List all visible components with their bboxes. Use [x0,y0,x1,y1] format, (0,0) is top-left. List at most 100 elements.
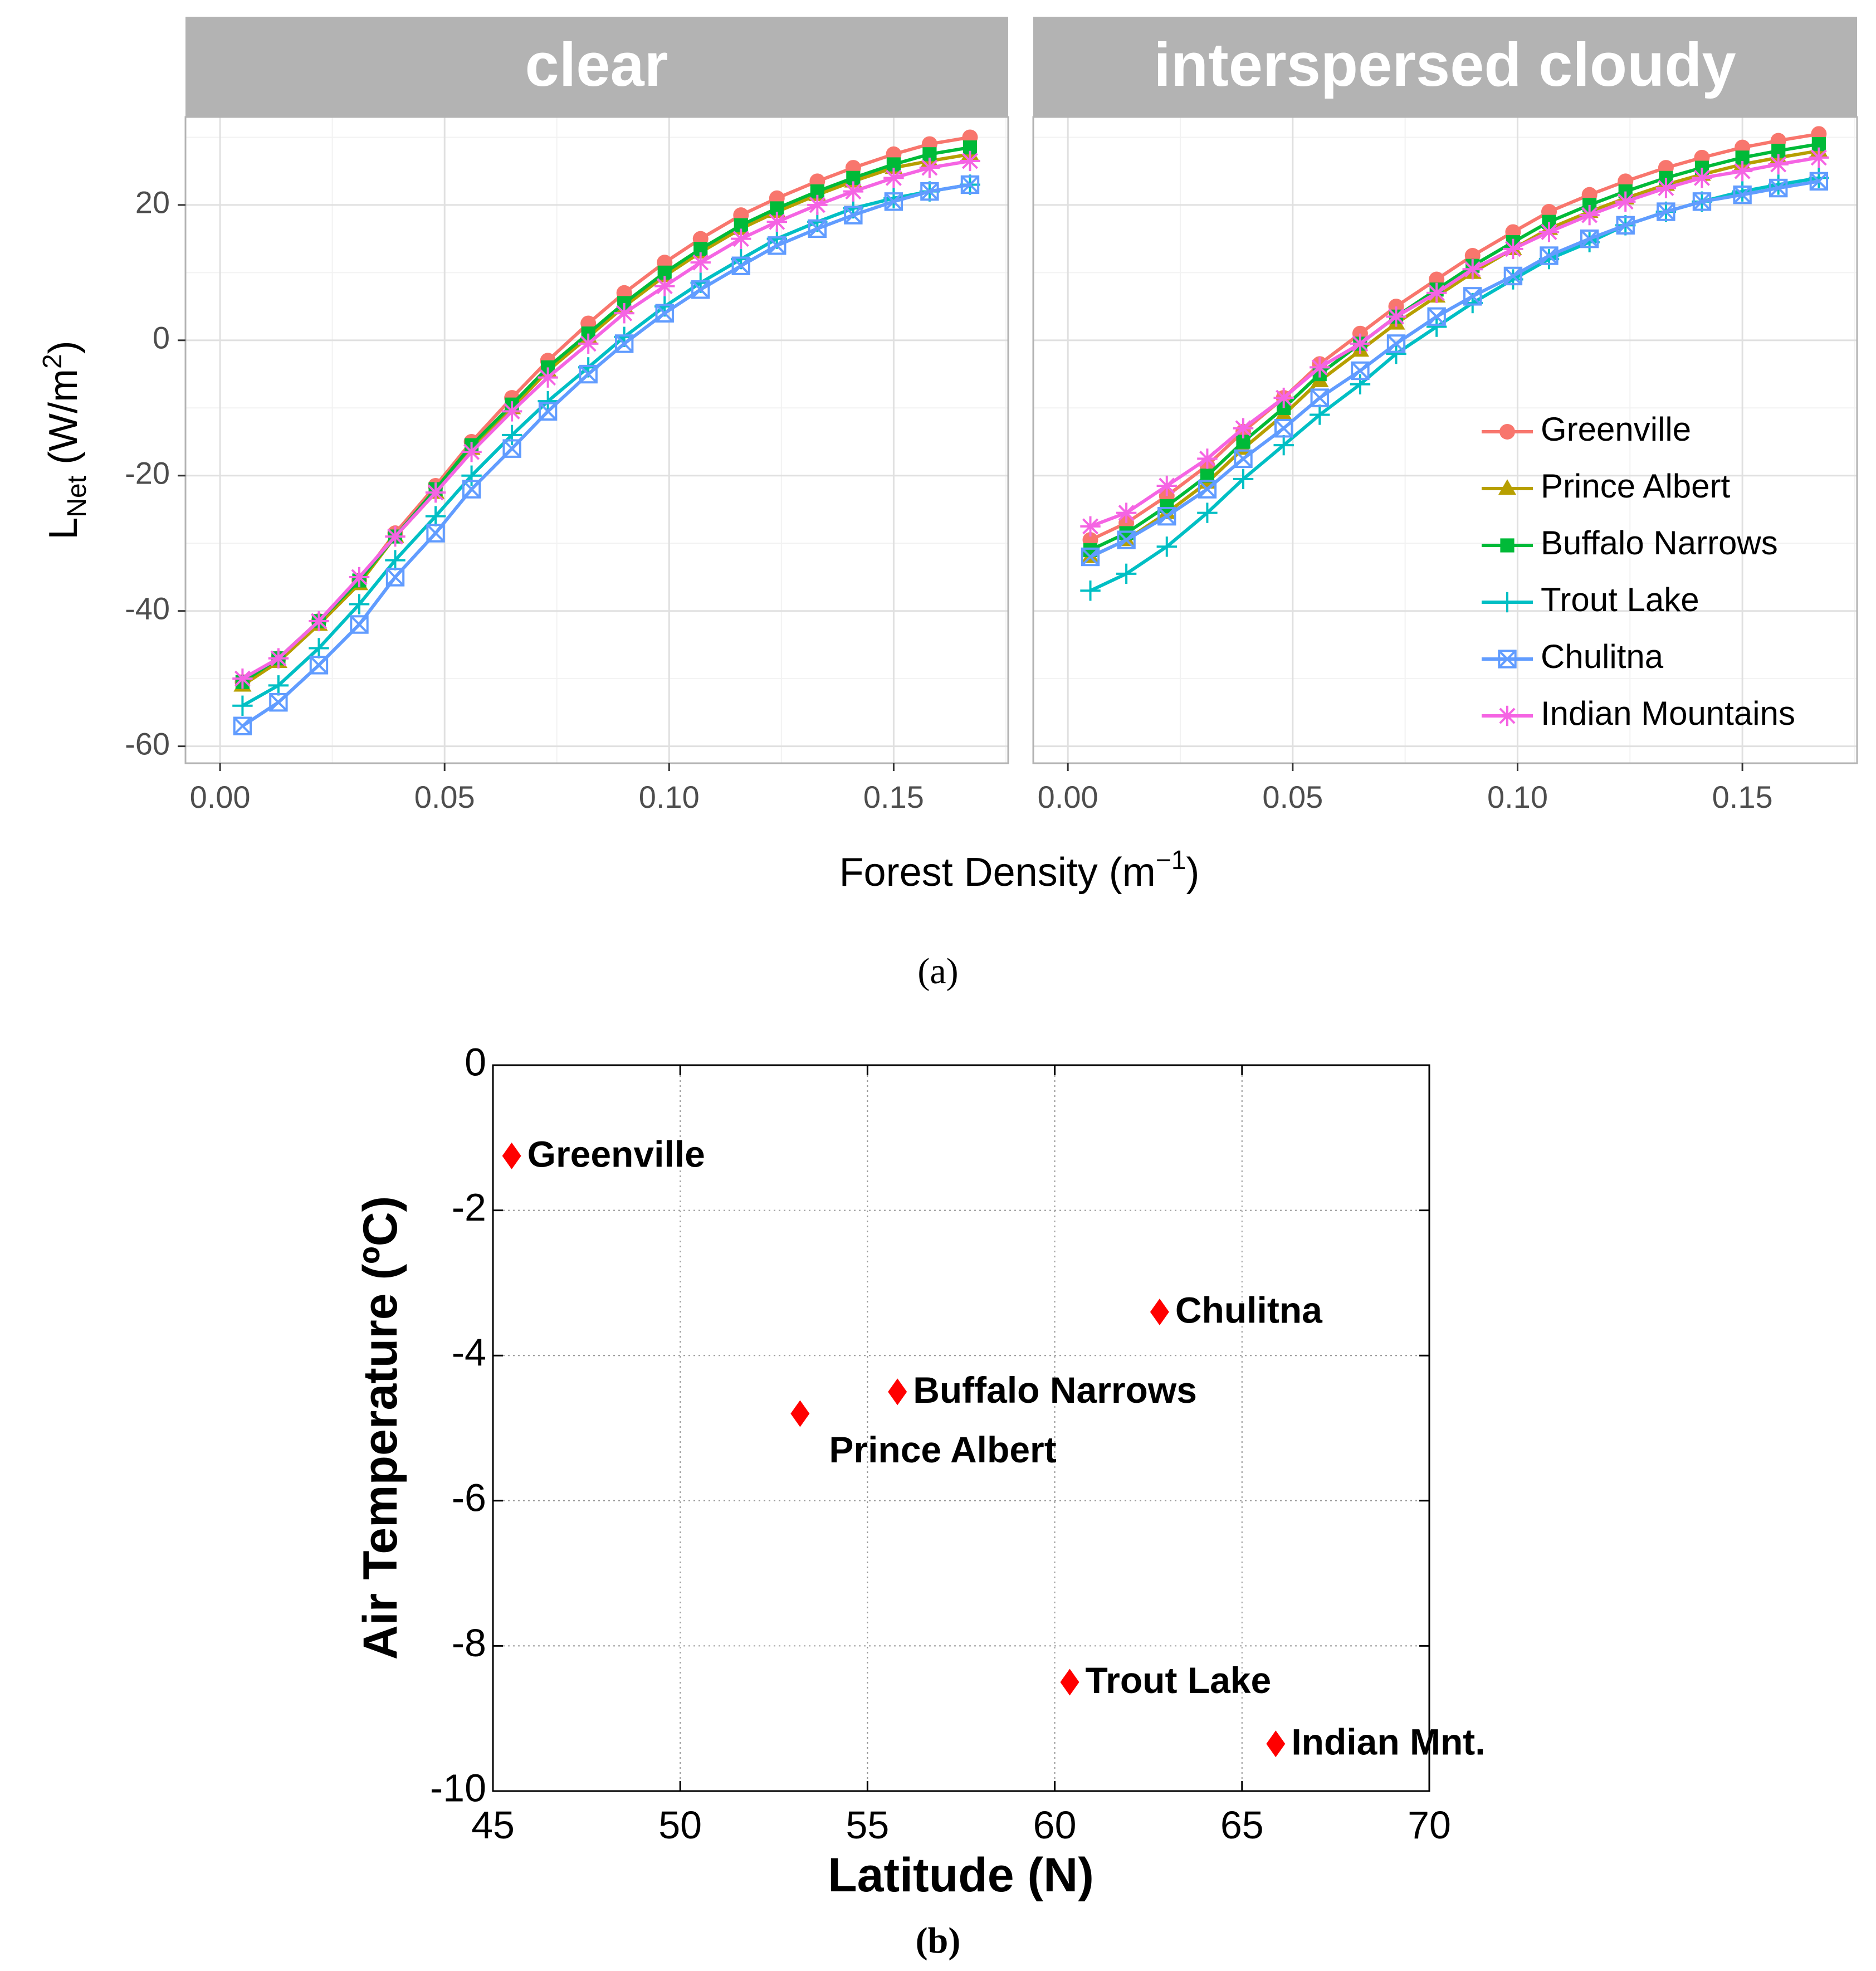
data-point [462,480,481,499]
data-point [1350,333,1371,354]
data-point [1386,343,1406,364]
data-point [1426,282,1447,304]
data-point [1615,191,1636,212]
legend-label: Trout Lake [1541,581,1699,618]
grid-a [185,117,1857,763]
series-indian-mountains-clear [232,150,980,689]
facet-title-cloudy: interspersed cloudy [1154,31,1736,99]
data-point [1116,502,1137,523]
x-tick-label: 0.15 [1712,779,1773,814]
diamond-marker [1150,1299,1169,1326]
data-point [269,692,288,712]
data-point [1463,287,1482,306]
data-point [1540,246,1559,265]
data-point [1580,229,1599,248]
data-point [579,364,598,384]
scatter-point-greenville: Greenville [502,1133,705,1174]
data-point [1233,418,1254,438]
data-point [731,228,751,249]
data-point [1579,204,1600,226]
series-a [232,126,1829,735]
data-point [844,206,863,225]
x-tick-label: 50 [658,1803,702,1847]
point-label: Prince Albert [829,1429,1056,1470]
diamond-marker [1060,1668,1079,1696]
data-point [1310,388,1329,407]
y-tick-label: -60 [125,726,170,761]
x-tick-label: 65 [1220,1803,1264,1847]
data-point [501,401,522,422]
series-chulitna-clear [233,175,980,735]
data-point [1462,259,1483,280]
y-tick-label: 0 [465,1040,486,1084]
data-point [268,648,289,669]
data-point [538,391,558,412]
data-point [1426,316,1447,337]
panel-b: 45 50 55 60 65 70 0 -2 -4 -6 -8 -10 Greenville Chuli… [354,1040,1486,1961]
data-point [766,212,787,232]
legend-item: Trout Lake [1482,581,1699,618]
data-point [425,482,446,503]
data-point [1503,266,1523,286]
data-point [1234,449,1253,469]
scatter-point-prince-albert: Prince Albert [790,1400,1057,1470]
data-point [1386,306,1406,327]
x-axis-label-a: Forest Density (m−1) [839,846,1200,895]
data-point [1080,580,1101,601]
data-point [1081,547,1100,567]
data-point [538,367,558,388]
x-tick-label: 0.05 [414,779,475,814]
data-point [690,252,711,273]
data-point [655,304,674,323]
data-point [268,675,289,696]
data-point [1655,178,1677,198]
y-tick-label: -10 [430,1766,486,1809]
series-indian-mountains-cloudy [1080,147,1829,537]
data-point [385,550,406,570]
data-point [1156,536,1177,557]
data-point [1351,361,1370,380]
y-tick-label: 0 [153,320,170,355]
data-point [350,615,369,634]
point-label: Trout Lake [1085,1660,1271,1701]
data-point [1157,506,1176,526]
point-label: Indian Mnt. [1291,1721,1485,1763]
data-point [233,716,252,735]
plot-border-cloudy [1032,116,1858,764]
legend-item: Prince Albert [1482,467,1730,505]
data-point [1732,160,1753,182]
grid-b [493,1065,1429,1791]
points-b: Greenville Chulitna Buffalo Narrows Prince … [502,1133,1486,1763]
x-tick-label: 70 [1408,1803,1451,1847]
x-tick-label: 55 [846,1803,889,1847]
panel-label-b: (b) [916,1920,961,1961]
y-tick-label: -8 [452,1621,486,1665]
data-point [1080,516,1101,537]
data-point [1386,334,1406,353]
data-point [1274,419,1293,438]
plot-border-b [492,1064,1430,1792]
data-point [538,402,558,421]
data-point [1499,424,1515,440]
data-point [614,303,634,324]
data-point [768,236,786,255]
legend-item: Buffalo Narrows [1482,524,1778,562]
data-point [232,668,253,689]
data-point [1809,172,1829,191]
data-point [309,611,329,632]
y-tick-label: -40 [125,591,170,626]
point-label: Chulitna [1175,1289,1323,1330]
data-point [1117,530,1136,549]
diamond-marker [888,1378,907,1406]
data-point [1197,502,1218,523]
data-point [1310,357,1330,378]
data-point [883,168,904,188]
plot-area-b [493,1065,1429,1791]
data-point [461,442,482,462]
data-point [1497,705,1518,726]
legend-item: Chulitna [1482,638,1664,675]
data-point [1350,374,1371,394]
data-point [1427,307,1446,326]
y-tick-label: -20 [125,456,170,491]
